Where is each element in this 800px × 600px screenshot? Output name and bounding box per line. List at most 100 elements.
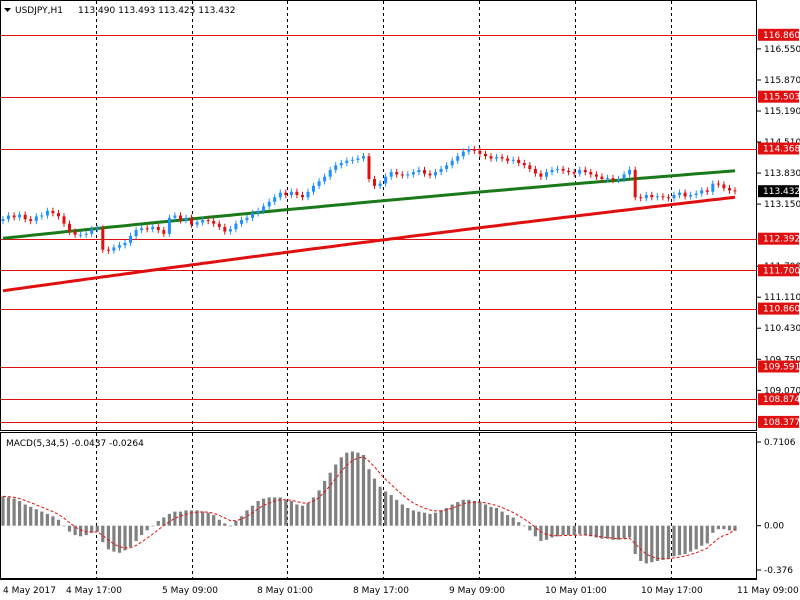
candle [484, 150, 487, 160]
candle-body [12, 215, 16, 218]
symbol-header[interactable]: USDJPY,H1 113.490 113.493 113.425 113.43… [4, 6, 235, 16]
candle [134, 226, 138, 240]
candle-body [484, 153, 487, 157]
macd-indicator [1, 451, 737, 564]
macd-bar [639, 525, 643, 561]
macd-bar [90, 525, 94, 533]
candle [445, 162, 449, 173]
macd-bar [162, 517, 166, 526]
candle-body [57, 213, 60, 217]
candle-body [400, 174, 404, 176]
candle-body [705, 190, 709, 192]
macd-tick-label: -0.376 [764, 566, 793, 576]
candle [428, 170, 432, 179]
candle-body [450, 160, 454, 166]
candle-body [195, 222, 199, 225]
candle-body [506, 158, 510, 161]
macd-bar [655, 525, 659, 561]
macd-bar [528, 525, 532, 531]
candle [550, 166, 554, 176]
candle [68, 220, 71, 235]
candle-body [617, 179, 620, 180]
candle [167, 214, 171, 237]
macd-bar [195, 510, 199, 526]
candle-body [628, 169, 632, 175]
candle [273, 194, 277, 205]
macd-bar [73, 525, 77, 536]
candle-body [572, 172, 576, 174]
candle-body [173, 215, 177, 218]
candle-body [273, 197, 277, 202]
candle [667, 194, 670, 202]
candle-body [206, 220, 210, 222]
macd-bar [522, 525, 526, 527]
time-label: 10 May 17:00 [641, 586, 703, 596]
candle [289, 188, 293, 199]
macd-bar [722, 525, 726, 530]
macd-bar [672, 525, 676, 557]
candle [456, 153, 460, 164]
candle [522, 159, 526, 169]
macd-bar [705, 525, 709, 544]
candle [373, 175, 376, 189]
time-label: 11 May 09:00 [737, 586, 799, 596]
level-tag-label: 115.503 [763, 93, 800, 103]
macd-bar [511, 517, 515, 526]
candle-body [162, 230, 166, 234]
macd-bar [622, 525, 626, 539]
macd-bar [411, 510, 415, 526]
candle-body [456, 156, 460, 161]
macd-bar [494, 508, 499, 526]
macd-bar [683, 525, 687, 554]
candle [234, 220, 238, 233]
macd-bar [123, 525, 127, 551]
macd-bar [533, 525, 537, 537]
macd-bar [167, 513, 171, 526]
macd-axis: 0.7106 0.00 -0.376 [757, 438, 796, 576]
candle-body [217, 223, 221, 227]
candle [400, 171, 404, 179]
candle-body [423, 169, 426, 174]
candle-body [700, 190, 704, 194]
candle [539, 170, 543, 180]
candle-body [667, 197, 670, 199]
dropdown-arrow-icon[interactable] [4, 8, 11, 12]
candle-body [140, 228, 144, 231]
candle [478, 147, 482, 158]
candle [556, 165, 559, 174]
candle [34, 213, 38, 225]
macd-bar [145, 525, 149, 531]
candle [73, 228, 77, 238]
candle-body [550, 169, 554, 173]
candle [417, 166, 421, 176]
macd-bar [278, 497, 282, 526]
candle [362, 153, 365, 162]
level-tag-label: 112.392 [763, 235, 800, 245]
macd-bar [567, 525, 571, 536]
price-tick-label: 109.750 [764, 355, 800, 365]
macd-bar [356, 452, 360, 526]
candle-body [511, 159, 515, 161]
candle-body [190, 217, 193, 225]
candle [1, 216, 5, 225]
price-tick-label: 115.870 [764, 76, 800, 86]
candle [578, 166, 582, 177]
macd-bar [605, 525, 610, 539]
candle [29, 216, 33, 225]
candle-body [694, 193, 698, 195]
candle-body [589, 172, 593, 175]
candle [384, 173, 388, 187]
candle [450, 157, 454, 169]
macd-bar [29, 506, 33, 526]
candle-body [228, 229, 232, 232]
macd-bar [616, 525, 621, 540]
candle [212, 217, 216, 227]
candle [606, 174, 609, 183]
candle [661, 193, 665, 201]
level-tag [758, 232, 799, 245]
candle-body [34, 216, 38, 221]
macd-bar [628, 525, 632, 538]
candle [151, 223, 155, 233]
candle-body [417, 169, 421, 173]
